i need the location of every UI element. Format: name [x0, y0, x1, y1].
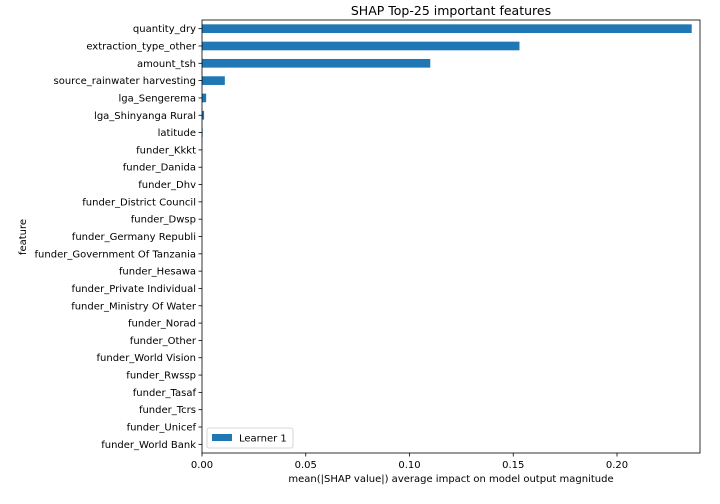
y-tick-label: funder_Germany Republi	[72, 232, 196, 243]
legend: Learner 1	[206, 427, 294, 449]
bar-4	[202, 93, 207, 103]
y-tick-label: funder_Hesawa	[119, 267, 196, 278]
y-tick-label: funder_Private Individual	[71, 284, 196, 295]
y-tick-label: source_rainwater harvesting	[54, 76, 196, 87]
legend-swatch	[212, 434, 232, 441]
bar-2	[202, 58, 431, 68]
y-tick-label: funder_World Bank	[101, 440, 196, 451]
y-tick-label: funder_Tcrs	[139, 405, 196, 416]
x-tick-label: 0.00	[191, 460, 213, 471]
y-tick-label: quantity_dry	[133, 24, 196, 35]
y-tick-label: funder_World Vision	[97, 353, 197, 364]
y-tick-label: latitude	[158, 128, 196, 139]
y-tick-label: lga_Shinyanga Rural	[94, 111, 196, 122]
y-tick-label: funder_Dwsp	[131, 215, 196, 226]
bar-1	[202, 41, 520, 51]
x-axis-label: mean(|SHAP value|) average impact on mod…	[288, 474, 613, 485]
chart-title: SHAP Top-25 important features	[351, 3, 551, 18]
y-tick-label: funder_Dhv	[138, 180, 196, 191]
bar-5	[202, 110, 205, 120]
y-tick-label: funder_District Council	[82, 197, 196, 208]
y-tick-label: funder_Danida	[123, 163, 196, 174]
y-tick-label: funder_Other	[130, 336, 197, 347]
legend-box	[206, 427, 294, 449]
y-tick-label: funder_Government Of Tanzania	[35, 249, 196, 260]
x-axis-ticks: 0.00 0.05 0.10 0.15 0.20	[191, 453, 628, 471]
y-tick-label: funder_Ministry Of Water	[71, 301, 197, 312]
y-tick-label: amount_tsh	[137, 59, 196, 70]
y-tick-label: funder_Norad	[128, 319, 196, 330]
x-tick-label: 0.20	[606, 460, 628, 471]
x-tick-label: 0.10	[398, 460, 420, 471]
bars-layer	[202, 24, 692, 137]
legend-label: Learner 1	[239, 434, 287, 445]
plot-frame	[201, 19, 701, 454]
y-tick-label: lga_Sengerema	[118, 93, 196, 104]
y-tick-label: funder_Tasaf	[133, 388, 197, 399]
y-tick-label: funder_Kkkt	[136, 145, 196, 156]
x-tick-label: 0.05	[295, 460, 317, 471]
bar-3	[202, 76, 225, 85]
y-axis-ticks: quantity_dry extraction_type_other amount_…	[35, 24, 202, 451]
y-axis-label: feature	[18, 219, 29, 255]
y-tick-label: funder_Rwssp	[126, 371, 196, 382]
y-tick-label: extraction_type_other	[86, 41, 197, 52]
bar-0	[202, 24, 692, 33]
y-tick-label: funder_Unicef	[127, 423, 197, 434]
x-tick-label: 0.15	[502, 460, 524, 471]
